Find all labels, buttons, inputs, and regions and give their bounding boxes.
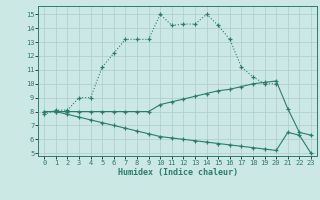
X-axis label: Humidex (Indice chaleur): Humidex (Indice chaleur)	[118, 168, 238, 177]
